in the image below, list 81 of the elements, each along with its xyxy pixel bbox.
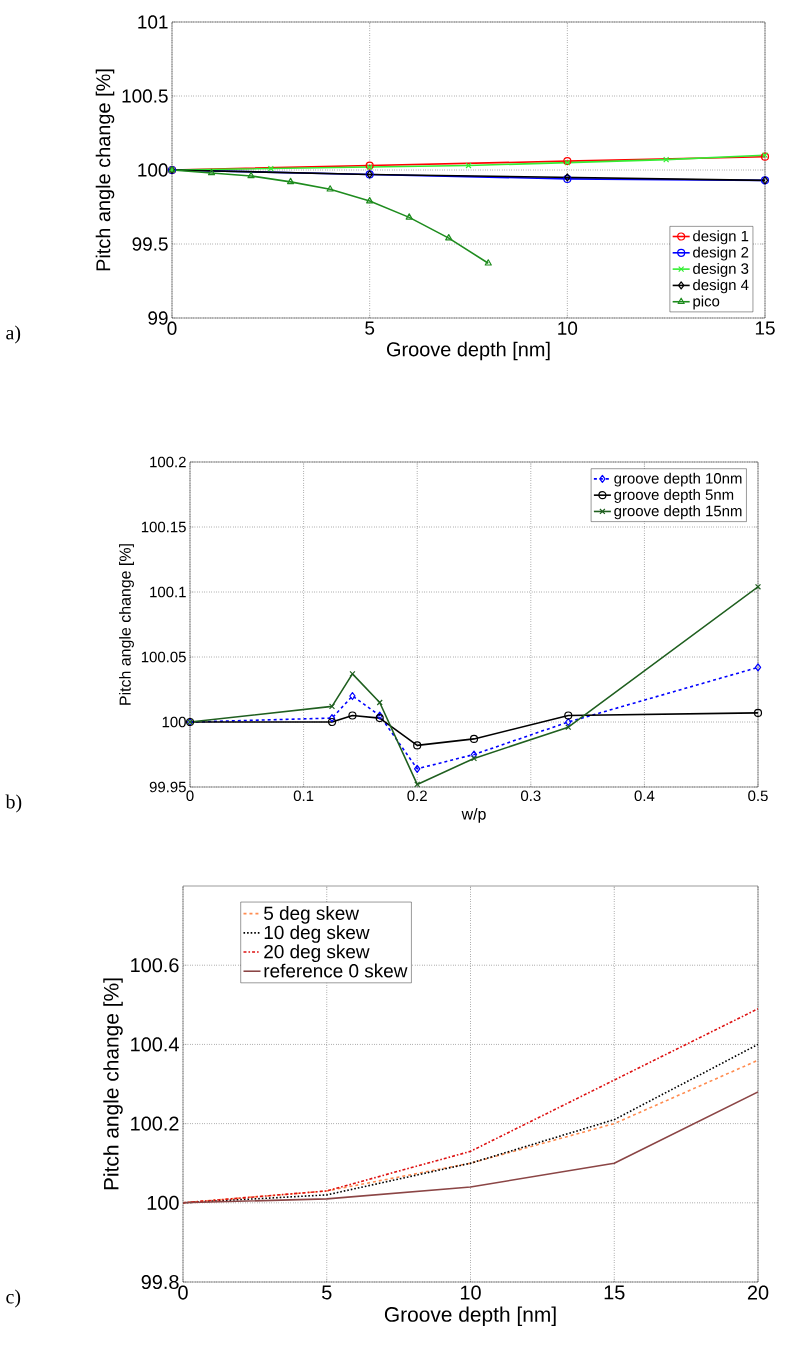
y-tick-label: 100 — [162, 716, 186, 728]
legend-label: groove depth 15nm — [614, 505, 742, 520]
y-axis-title: Pitch angle change [%] — [95, 69, 115, 271]
point — [349, 691, 356, 701]
legend-label: groove depth 10nm — [614, 472, 742, 487]
x-tick-label: 0.5 — [748, 790, 768, 802]
x-tick-label: 0.2 — [407, 790, 427, 802]
point — [405, 213, 413, 220]
y-tick-label: 100 — [147, 1195, 179, 1210]
point — [286, 177, 295, 185]
x-tick-label: 15 — [755, 321, 775, 335]
legend-label: pico — [693, 295, 720, 310]
y-tick-label: 99.95 — [149, 781, 186, 793]
y-tick-label: 99.8 — [141, 1274, 179, 1290]
y-tick-label: 100 — [138, 163, 168, 177]
x-axis-title: Groove depth [nm] — [386, 341, 550, 361]
point — [247, 171, 255, 179]
point — [328, 714, 336, 723]
legend-label: design 1 — [693, 230, 749, 245]
x-tick-label: 15 — [604, 1285, 625, 1300]
x-tick-label: 10 — [558, 321, 578, 335]
legend-label: design 2 — [693, 246, 749, 261]
point — [349, 670, 356, 677]
point — [413, 764, 421, 773]
point — [484, 259, 492, 266]
text: b) — [5, 794, 22, 813]
x-tick-label: 0.3 — [521, 790, 541, 802]
x-tick-label: 0.1 — [293, 790, 314, 802]
point — [327, 717, 337, 727]
legend-label: 5 deg skew — [264, 906, 360, 924]
point — [414, 781, 421, 788]
legend-label: design 4 — [693, 279, 749, 294]
point — [565, 717, 572, 727]
legend-label: reference 0 skew — [264, 963, 408, 978]
point — [207, 168, 216, 176]
x-tick-label: 0 — [167, 321, 177, 335]
point — [753, 708, 763, 717]
y-tick-label: 100.4 — [131, 1037, 179, 1052]
y-tick-label: 100.6 — [131, 958, 179, 973]
y-tick-label: 100.15 — [141, 521, 186, 533]
point — [565, 724, 572, 731]
y-tick-label: 101 — [138, 15, 168, 29]
x-tick-label: 20 — [747, 1285, 769, 1300]
legend-label: 10 deg skew — [264, 925, 370, 943]
y-tick-label: 100.05 — [141, 651, 186, 663]
point — [326, 185, 334, 192]
y-axis-title: Pitch angle change [%] — [103, 978, 123, 1190]
y-tick-label: 100.5 — [122, 89, 168, 103]
point — [348, 711, 357, 720]
point — [469, 734, 479, 743]
point — [445, 234, 453, 241]
point — [754, 663, 762, 672]
point — [366, 197, 374, 204]
x-tick-label: 10 — [460, 1285, 481, 1300]
point — [754, 583, 762, 590]
x-tick-label: 0 — [186, 790, 194, 802]
point — [328, 703, 336, 710]
x-tick-label: 5 — [365, 321, 375, 335]
text: a) — [6, 325, 21, 344]
legend-label: design 3 — [693, 262, 749, 277]
y-tick-label: 99.5 — [132, 237, 168, 251]
y-tick-label: 100.2 — [131, 1116, 179, 1131]
x-tick-label: 0.4 — [634, 790, 655, 802]
point — [413, 741, 422, 750]
x-tick-label: 0 — [178, 1285, 188, 1300]
text: c) — [6, 1289, 21, 1308]
y-tick-label: 100.2 — [150, 456, 186, 468]
legend-label: 20 deg skew — [264, 944, 370, 963]
point — [663, 156, 670, 163]
y-tick-label: 100.1 — [150, 586, 186, 598]
point — [267, 165, 274, 172]
point — [376, 699, 383, 706]
point — [470, 755, 478, 762]
x-tick-label: 5 — [322, 1285, 332, 1300]
legend-label: groove depth 5nm — [614, 489, 734, 503]
point — [564, 711, 573, 720]
x-axis-title: w/p — [461, 807, 486, 823]
x-axis-title: Groove depth [nm] — [384, 1306, 556, 1326]
y-axis-title: Pitch angle change [%] — [119, 544, 134, 705]
line-series — [183, 1091, 759, 1204]
y-tick-label: 99 — [148, 311, 168, 325]
